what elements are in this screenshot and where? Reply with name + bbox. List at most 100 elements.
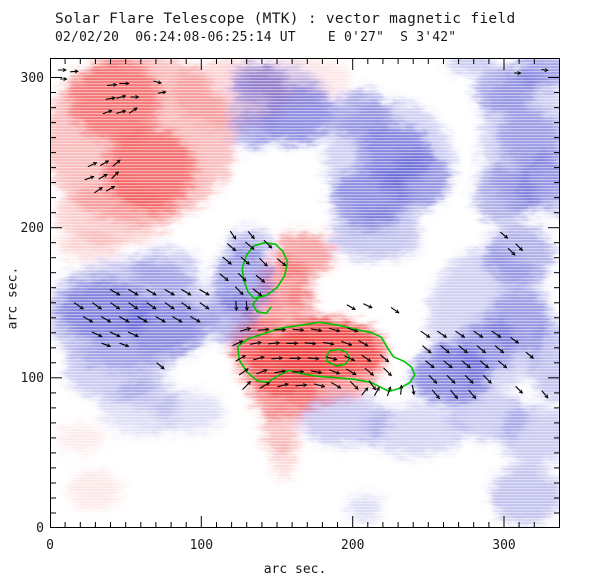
- field-vector: [92, 302, 102, 310]
- field-vector: [364, 367, 374, 376]
- field-vector: [82, 316, 94, 323]
- field-vector: [232, 340, 244, 347]
- field-vector: [234, 286, 244, 296]
- y-tick-label: 300: [20, 70, 44, 86]
- field-vector: [247, 231, 255, 240]
- field-vector: [390, 307, 400, 314]
- field-vector: [368, 380, 376, 391]
- field-vector: [277, 382, 289, 388]
- field-vector: [253, 355, 265, 361]
- field-vector: [525, 351, 534, 359]
- field-vector: [464, 375, 474, 384]
- flare-ribbon-contour: [241, 241, 289, 300]
- field-vector: [156, 362, 165, 370]
- x-tick-label: 100: [189, 538, 214, 553]
- field-vector: [111, 171, 119, 179]
- field-vector: [84, 175, 95, 181]
- field-vector: [431, 389, 440, 400]
- field-vector: [199, 289, 210, 296]
- field-vector: [219, 273, 229, 282]
- field-vector: [222, 256, 232, 265]
- dither-overlay: [50, 58, 560, 528]
- field-vector: [541, 68, 549, 73]
- field-vector: [455, 330, 466, 338]
- field-vector: [358, 340, 369, 347]
- x-tick-label: 300: [492, 538, 516, 553]
- field-vector: [137, 316, 148, 323]
- field-vector: [515, 386, 523, 394]
- field-vector: [268, 341, 281, 346]
- field-vector: [235, 355, 246, 362]
- field-vector: [98, 173, 108, 180]
- field-vector: [446, 375, 456, 384]
- field-vector: [127, 331, 139, 338]
- field-vector: [479, 360, 490, 369]
- field-vector: [242, 380, 252, 390]
- field-vector: [238, 368, 249, 376]
- field-vector: [190, 316, 201, 323]
- field-vector: [440, 345, 450, 354]
- field-vector: [386, 386, 392, 397]
- flare-ribbon-contour: [252, 296, 272, 315]
- field-vectors: [57, 67, 549, 400]
- field-vector: [468, 389, 477, 400]
- field-vector: [259, 257, 268, 267]
- field-vector: [425, 360, 435, 369]
- field-vector: [244, 300, 249, 312]
- field-vector: [245, 241, 255, 250]
- y-tick-label: 200: [20, 220, 44, 236]
- chart-subtitle: 02/02/20 06:24:08-06:25:14 UT E 0'27" S …: [55, 30, 457, 45]
- plot-frame: [50, 58, 560, 528]
- field-vector: [119, 342, 130, 348]
- y-axis-title: arc sec.: [5, 266, 21, 330]
- field-vector: [363, 303, 373, 309]
- field-vector: [295, 383, 308, 388]
- field-vector: [507, 247, 516, 256]
- field-vector: [310, 370, 323, 375]
- field-vector: [105, 96, 116, 101]
- field-vector: [102, 109, 113, 115]
- field-vector: [109, 289, 121, 296]
- field-vector: [146, 302, 157, 310]
- field-vector: [128, 289, 139, 296]
- field-vector: [146, 289, 157, 296]
- field-vector: [411, 384, 416, 396]
- field-vector: [420, 330, 431, 338]
- field-vector: [116, 94, 127, 99]
- field-vector: [101, 342, 112, 348]
- field-vector: [422, 345, 432, 354]
- field-vector: [510, 337, 520, 344]
- field-vector: [109, 331, 121, 338]
- field-vector: [128, 302, 139, 310]
- field-vector: [250, 340, 262, 345]
- field-vector: [271, 356, 284, 361]
- field-vector: [310, 328, 323, 333]
- field-vector: [227, 243, 237, 252]
- field-vector: [257, 327, 270, 332]
- field-vector: [346, 304, 356, 311]
- field-vector: [374, 386, 380, 396]
- field-vector: [259, 382, 271, 389]
- field-vector: [361, 387, 369, 396]
- field-vector: [229, 230, 237, 240]
- field-vector: [292, 327, 305, 332]
- field-vector: [458, 345, 468, 354]
- field-vector: [349, 381, 359, 390]
- field-vector: [110, 302, 121, 310]
- y-tick-label: 0: [36, 521, 44, 536]
- field-vector: [107, 82, 118, 87]
- field-vector: [116, 109, 127, 114]
- field-vector: [276, 258, 287, 267]
- field-vector: [87, 162, 98, 168]
- field-vector: [199, 302, 210, 310]
- field-vector: [94, 187, 103, 194]
- field-vector: [181, 289, 192, 296]
- field-vector: [344, 355, 356, 362]
- field-vector: [128, 107, 138, 114]
- field-vector: [322, 341, 335, 346]
- field-vector: [428, 375, 438, 384]
- field-vector: [164, 302, 175, 310]
- field-vector: [461, 360, 471, 369]
- flare-contours: [236, 241, 416, 393]
